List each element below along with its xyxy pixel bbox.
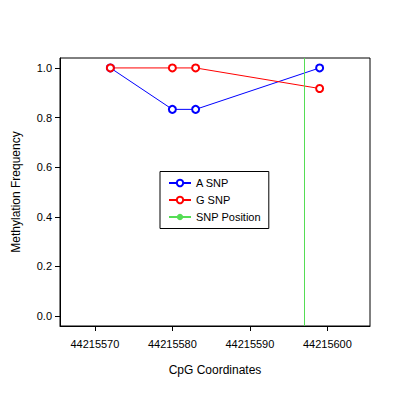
svg-text:1.0: 1.0 [37, 62, 52, 74]
svg-text:SNP Position: SNP Position [196, 211, 261, 223]
svg-text:0.4: 0.4 [37, 211, 52, 223]
svg-text:G SNP: G SNP [196, 194, 230, 206]
svg-text:A SNP: A SNP [196, 177, 228, 189]
svg-text:44215590: 44215590 [225, 338, 274, 350]
svg-text:CpG Coordinates: CpG Coordinates [169, 363, 262, 377]
svg-text:Methylation Frequency: Methylation Frequency [9, 131, 23, 252]
svg-text:44215600: 44215600 [303, 338, 352, 350]
svg-text:0.8: 0.8 [37, 112, 52, 124]
svg-text:44215580: 44215580 [148, 338, 197, 350]
svg-text:0.0: 0.0 [37, 310, 52, 322]
svg-text:0.2: 0.2 [37, 260, 52, 272]
svg-text:0.6: 0.6 [37, 161, 52, 173]
svg-text:44215570: 44215570 [70, 338, 119, 350]
